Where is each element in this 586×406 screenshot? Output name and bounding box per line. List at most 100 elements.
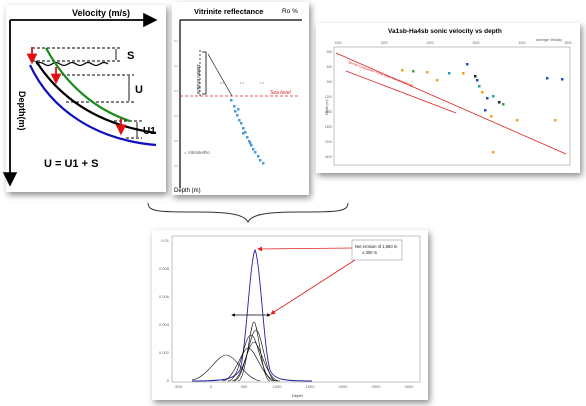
gaussian-curve (231, 341, 281, 382)
vitrinite-point (249, 142, 252, 145)
vitrinite-ticks: 0.1 0.2 0.3 0.4 0.5 0.6 0.5 1.0 1.5 (174, 39, 265, 168)
gaussian-curve (191, 354, 261, 382)
tick-label: 1500 (380, 41, 387, 45)
vitrinite-point (230, 99, 233, 102)
tick-label: 0 (167, 378, 170, 383)
tick-label: 1200 (325, 95, 332, 99)
sonic-point (490, 115, 493, 118)
tick-label: 3000 (518, 41, 525, 45)
vitrinite-point (236, 114, 239, 117)
tick-label: 0 (210, 384, 213, 389)
sonic-point (401, 69, 404, 72)
vitrinite-point (242, 132, 245, 135)
label-u1: U1 (143, 126, 156, 137)
vitrinite-points (230, 99, 265, 165)
tick-label: 0.01 (161, 238, 170, 243)
annotation-box (351, 239, 403, 261)
svg-text:0.5: 0.5 (174, 139, 179, 143)
vitrinite-chart: Vitrinite reflectance Ro % 0.1 0.2 0.3 0.4… (174, 7, 302, 194)
vitrinite-point (246, 136, 249, 139)
distribution-x-ticks: -500 0 500 1000 1500 2000 2500 3000 (174, 384, 414, 389)
sonic-point (476, 79, 479, 82)
sonic-title: Va1sb-Ha4sb sonic velocity vs depth (388, 28, 502, 35)
tick-label: 2400 (325, 155, 332, 159)
tick-label: 500 (241, 384, 248, 389)
distribution-x-axis-label: Depth (292, 393, 303, 398)
tick-label: 1000 (334, 41, 341, 45)
sonic-chart: Va1sb-Ha4sb sonic velocity vs depth Aver… (325, 28, 572, 166)
svg-text:1.5: 1.5 (260, 81, 265, 85)
vitrinite-point (250, 144, 253, 147)
vitrinite-point (238, 119, 241, 122)
sonic-panel: Va1sb-Ha4sb sonic velocity vs depth Aver… (316, 23, 580, 173)
sonic-point (448, 72, 451, 75)
envelope-curve (191, 248, 313, 382)
sonic-point (554, 119, 557, 122)
tick-label: 2000 (339, 384, 349, 389)
tick-label: 3500 (564, 41, 571, 45)
tick-label: 2000 (426, 41, 433, 45)
sonic-point (516, 119, 519, 122)
vitrinite-point (233, 105, 236, 108)
sonic-point (478, 85, 481, 88)
tick-label: 0.004 (159, 322, 170, 327)
sonic-x-ticks: 1000 1500 2000 2500 3000 3500 (334, 41, 571, 45)
tick-label: 1800 (325, 125, 332, 129)
tick-label: 900 (327, 80, 333, 84)
trend-line-upper (335, 52, 567, 155)
distribution-y-ticks: 0.01 0.008 0.006 0.004 0.002 0 (159, 238, 170, 383)
distribution-frame (171, 235, 421, 383)
sonic-point (412, 70, 415, 73)
trend-label: Normal Compaction Trend (after Schulz-Ny… (348, 60, 414, 87)
vitrinite-point (234, 110, 237, 113)
svg-text:0.1: 0.1 (174, 39, 179, 43)
tick-label: 600 (327, 65, 333, 69)
sonic-point (486, 97, 489, 100)
erosion-label: 1800m Erosion (196, 64, 201, 95)
tick-label: 0.002 (159, 350, 170, 355)
gaussian-curve (227, 334, 275, 382)
unconformity-line (35, 61, 109, 67)
sonic-point (546, 77, 549, 80)
gaussian-curve (233, 329, 277, 382)
vitrinite-point (254, 151, 257, 154)
svg-text:0.4: 0.4 (174, 114, 179, 118)
tick-label: 0.006 (159, 294, 170, 299)
sonic-point (561, 78, 564, 81)
sonic-point (492, 95, 495, 98)
svg-text:1.0: 1.0 (240, 81, 245, 85)
sonic-point (502, 103, 505, 106)
tick-label: 1000 (273, 384, 283, 389)
svg-text:0.5: 0.5 (220, 81, 225, 85)
label-s: S (127, 50, 134, 62)
callout-arrow-top (257, 246, 353, 252)
curve-green (45, 47, 131, 123)
sonic-plot-frame (333, 46, 571, 166)
sonic-point (484, 109, 487, 112)
tick-label: 0.008 (159, 266, 170, 271)
tick-label: 1500 (306, 384, 316, 389)
vitrinite-point (259, 159, 262, 162)
ro-label: Ro % (282, 8, 298, 15)
curve-blue (29, 64, 157, 147)
tick-label: 1500 (325, 110, 332, 114)
velocity-depth-panel: Velocity (m/s) Depth(m) S U U1 U = U1 + … (2, 5, 166, 192)
erosion-annotation: Net erosion of 1,650 m ± 300 m (355, 244, 399, 255)
vitrinite-point (252, 148, 255, 151)
callout-arrow-bottom (270, 259, 356, 315)
sonic-point (474, 75, 477, 78)
svg-text:0.2: 0.2 (174, 64, 179, 68)
vitrinite-point (242, 127, 245, 130)
gaussian-curve (237, 321, 271, 382)
sonic-y-axis-label: Depth (m) (325, 99, 329, 115)
sonic-point (426, 71, 429, 74)
vitrinite-point (262, 162, 265, 165)
vitrinite-title: Vitrinite reflectance (194, 7, 263, 16)
distribution-panel: -500 0 500 1000 1500 2000 2500 3000 0.01 0.008 0.… (152, 230, 428, 400)
vitrinite-point (244, 131, 247, 134)
erosion-bracket (202, 51, 207, 95)
velocity-depth-diagram: Velocity (m/s) Depth(m) S U U1 U = U1 + … (2, 8, 158, 187)
vitrinite-point (240, 122, 243, 125)
sonic-point (462, 72, 465, 75)
gaussian-curve (221, 347, 279, 382)
